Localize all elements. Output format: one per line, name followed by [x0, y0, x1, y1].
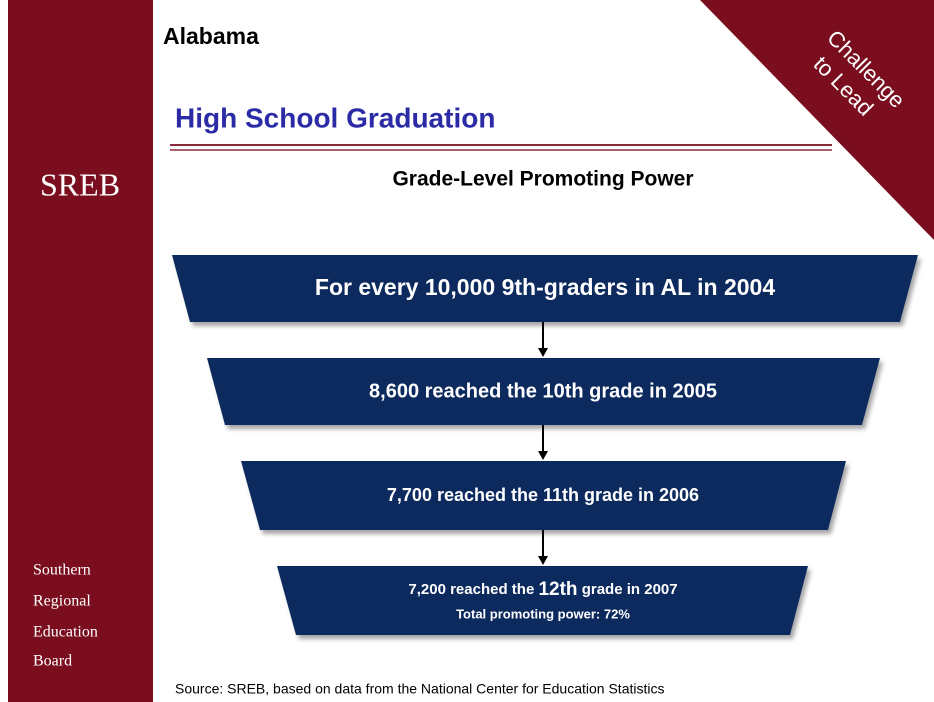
logo: SREB	[40, 166, 120, 202]
funnel: For every 10,000 9th-graders in AL in 20…	[172, 255, 918, 635]
funnel-step	[207, 358, 880, 425]
sidebar	[8, 0, 153, 702]
step-part: grade in 2007	[578, 581, 678, 598]
step-part: 12th	[538, 579, 577, 600]
step-part: 7,200 reached the	[408, 581, 538, 598]
arrow-head	[538, 451, 548, 460]
funnel-step	[172, 255, 918, 322]
step-text: 7,200 reached the 12th grade in 2007	[408, 579, 677, 600]
step-text: 8,600 reached the 10th grade in 2005	[369, 380, 717, 402]
source: Source: SREB, based on data from the Nat…	[175, 681, 664, 697]
funnel-step	[241, 461, 846, 530]
org-line: Southern	[33, 562, 91, 579]
corner-badge	[700, 0, 934, 240]
title: High School Graduation	[175, 102, 495, 133]
step-text: 7,700 reached the 11th grade in 2006	[387, 485, 699, 505]
step-note: Total promoting power: 72%	[456, 606, 630, 621]
org-line: Regional	[33, 593, 91, 610]
arrow-head	[538, 556, 548, 565]
state: Alabama	[163, 23, 259, 49]
step-text: For every 10,000 9th-graders in AL in 20…	[315, 274, 775, 300]
org-line: Board	[33, 653, 72, 670]
org-line: Education	[33, 624, 98, 641]
subtitle: Grade-Level Promoting Power	[392, 168, 693, 191]
funnel-step	[277, 566, 808, 635]
arrow-head	[538, 348, 548, 357]
